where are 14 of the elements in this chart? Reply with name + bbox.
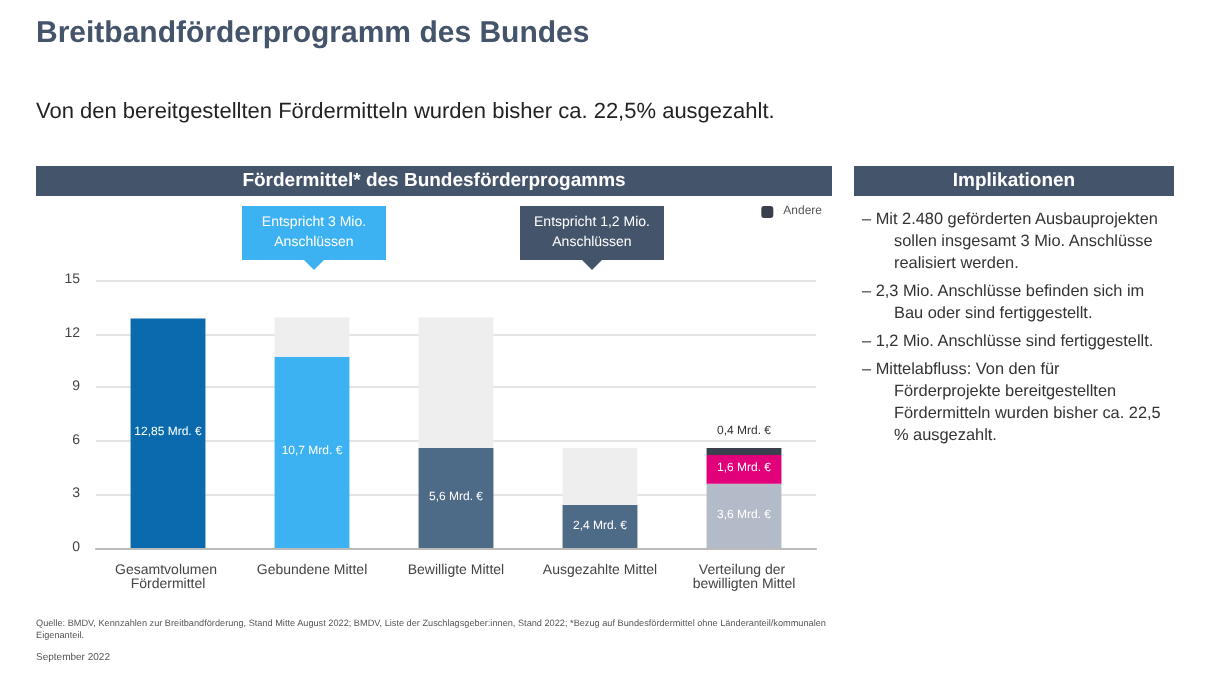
chart-title: Breitbandförderprogramm des Bundes (36, 16, 590, 50)
bar (130, 318, 206, 548)
text: – Mit 2.480 geförderten Ausbauprojekten sollen insgesamt 3 Mio. Anschlüsse realisiert werden. (862, 208, 1160, 274)
bar (706, 447, 782, 456)
bar (418, 447, 494, 548)
chart-subtitle: Von den bereitgestellten Fördermitteln wurden bisher ca. 22,5% ausgezahlt. (36, 100, 777, 124)
bar (706, 483, 782, 548)
text: – Mittelabfluss: Von den für Förderprojekte bereitgestellten Fördermitteln wurden bisher ca. 22,5 % ausgezahlt. (862, 358, 1163, 446)
text: Implikationen (854, 166, 1174, 196)
bar (274, 356, 350, 548)
text: – 2,3 Mio. Anschlüsse befinden sich im Bau oder sind fertiggestellt. (862, 280, 1147, 324)
text: Fördermittel* des Bundesförderprogamms (36, 166, 832, 196)
text: – 1,2 Mio. Anschlüsse sind fertiggestellt. (862, 330, 1156, 352)
bar (562, 505, 638, 548)
